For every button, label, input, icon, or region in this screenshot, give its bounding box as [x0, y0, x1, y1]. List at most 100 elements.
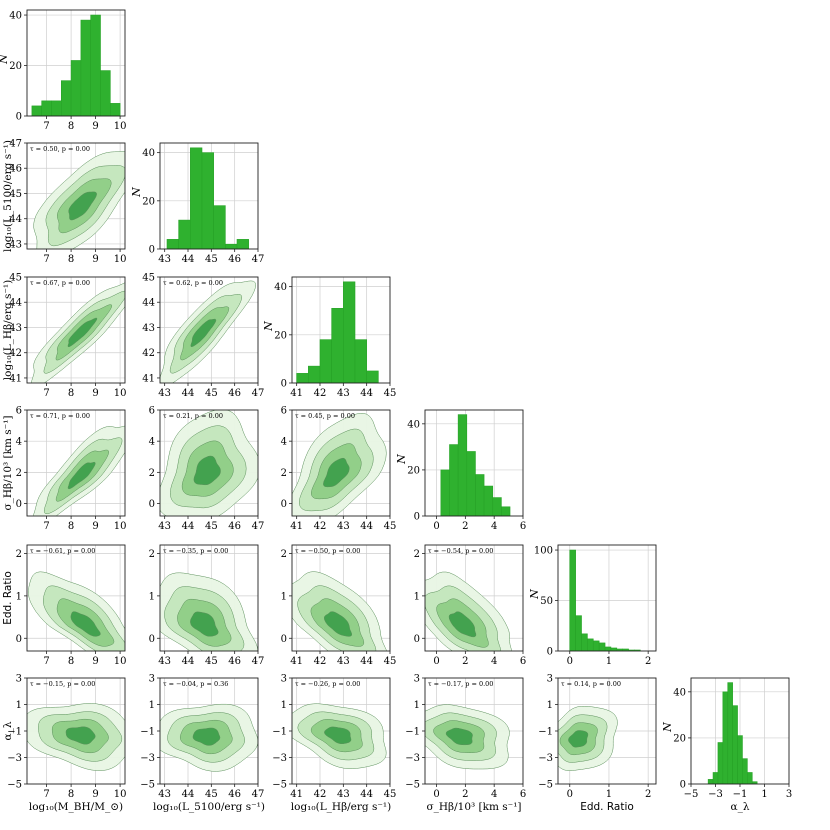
scatter-panel-r5c0-stat-annotation: τ = −0.15, p = 0.00: [30, 680, 95, 688]
scatter-panel-r3c0-ytick-label: 4: [16, 437, 22, 448]
histogram-bar: [457, 414, 468, 516]
scatter-panel-r4c1-border: [159, 544, 259, 652]
histogram-bar: [592, 640, 600, 651]
histogram-bar: [236, 239, 249, 249]
x-axis-label-5: α_λ: [731, 801, 750, 813]
histogram-bar: [213, 205, 226, 249]
scatter-panel-r5c4-xtick-label: 1: [606, 789, 612, 800]
histogram-bar: [604, 646, 612, 651]
scatter-panel-r4c3-xtick-label: 2: [462, 656, 468, 667]
scatter-panel-r2c1-xtick-label: 44: [182, 388, 195, 399]
scatter-panel-r3c0-xtick-label: 8: [68, 521, 74, 532]
scatter-panel-r4c2-xtick-label: 44: [360, 656, 373, 667]
histogram-bar: [483, 485, 494, 516]
histogram-bar: [366, 370, 379, 383]
scatter-panel-r4c3-border: [424, 544, 524, 652]
histogram-bar: [587, 638, 594, 651]
scatter-panel-r5c0-ytick-label: 3: [16, 674, 22, 685]
scatter-panel-r2c0-xtick-label: 8: [68, 388, 74, 399]
scatter-panel-r5c2-xtick-label: 41: [290, 789, 303, 800]
histogram-2-ytick-label: 20: [274, 330, 287, 341]
scatter-panel-r5c1-xtick-label: 47: [252, 789, 265, 800]
histogram-bar: [190, 147, 203, 249]
histogram-4-xtick-label: 2: [645, 656, 651, 667]
histogram-2-xtick-label: 41: [290, 388, 303, 399]
scatter-panel-r2c1-border: [159, 276, 259, 384]
scatter-panel-r3c2-xtick-label: 42: [314, 521, 327, 532]
histogram-5-ytick-label: 0: [680, 780, 686, 791]
contour-level-3: [193, 455, 221, 486]
histogram-3-ytick-label: 0: [414, 512, 420, 523]
scatter-panel-r5c3-xtick-label: 4: [491, 789, 497, 800]
scatter-panel-r3c1-xtick-label: 43: [158, 521, 171, 532]
histogram-bar: [737, 735, 743, 784]
scatter-panel-r4c0-ytick-label: 0: [16, 634, 22, 645]
scatter-panel-r5c0-ytick-label: −3: [7, 753, 22, 764]
contour-level-3: [445, 727, 473, 746]
scatter-panel-r2c1-xtick-label: 47: [252, 388, 265, 399]
histogram-bar: [80, 19, 92, 116]
scatter-panel-r2c0-xtick-label: 9: [92, 388, 98, 399]
scatter-panel-r2c0-ytick-label: 41: [9, 373, 22, 384]
histogram-bar: [60, 80, 72, 116]
histogram-bar: [610, 647, 618, 651]
histogram-4-xtick-label: 1: [606, 656, 612, 667]
scatter-panel-r5c1-stat-annotation: τ = −0.04, p = 0.36: [163, 680, 228, 688]
scatter-panel-r5c0-ytick-label: 1: [16, 700, 22, 711]
scatter-panel-r3c1-xtick-label: 44: [182, 521, 195, 532]
scatter-panel-r1c0-ytick-label: 45: [9, 189, 22, 200]
histogram-5-ylabel: N: [661, 722, 674, 733]
scatter-panel-r5c2-ytick-label: −3: [272, 753, 287, 764]
scatter-panel-r5c0-ytick-label: −5: [7, 780, 22, 791]
histogram-bar: [70, 60, 82, 116]
scatter-panel-r2c0-ytick-label: 42: [9, 348, 22, 359]
histogram-4-ylabel: N: [528, 589, 541, 600]
scatter-panel-r4c3-contours: [425, 571, 513, 651]
histogram-4-bars: [569, 549, 641, 651]
scatter-panel-r5c2-ytick-label: 1: [281, 700, 287, 711]
scatter-panel-r4c1-ytick-label: 2: [149, 549, 155, 560]
histogram-5-ytick-label: 20: [673, 733, 686, 744]
histogram-bar: [90, 14, 101, 116]
histogram-0-bars: [31, 14, 121, 116]
histogram-bar: [569, 549, 576, 651]
scatter-panel-r1c0-ytick-label: 44: [9, 214, 22, 225]
scatter-panel-r4c3-xtick-label: 0: [433, 656, 439, 667]
scatter-panel-r4c2-xtick-label: 43: [337, 656, 350, 667]
scatter-panel-r4c2-xtick-label: 42: [314, 656, 327, 667]
histogram-3-bars: [440, 414, 511, 516]
histogram-2-ytick-label: 40: [274, 282, 287, 293]
scatter-panel-r3c2-ytick-label: 2: [281, 468, 287, 479]
histogram-bar: [501, 506, 511, 516]
scatter-panel-r3c0-ytick-label: 2: [16, 468, 22, 479]
scatter-panel-r5c2-ytick-label: −1: [272, 727, 287, 738]
contour-level-3: [67, 461, 96, 490]
contour-level-3: [67, 317, 98, 348]
histogram-bar: [51, 100, 62, 116]
scatter-panel-r5c3-stat-annotation: τ = −0.17, p = 0.00: [428, 680, 493, 688]
scatter-panel-r5c4-ytick-label: −1: [538, 727, 553, 738]
y-axis-label-4: Edd. Ratio: [2, 571, 14, 625]
scatter-panel-r4c0-xtick-label: 9: [92, 656, 98, 667]
histogram-1-xtick-label: 46: [228, 254, 241, 265]
scatter-panel-r4c0-xtick-label: 10: [114, 656, 127, 667]
histogram-0-xtick-label: 9: [92, 121, 98, 132]
scatter-panel-r3c1-ytick-label: 0: [149, 499, 155, 510]
scatter-panel-r4c3-xtick-label: 6: [520, 656, 526, 667]
histogram-bar: [634, 649, 641, 651]
scatter-panel-r2c1-ytick-label: 41: [142, 373, 155, 384]
scatter-panel-r1c0-ytick-label: 46: [9, 164, 22, 175]
scatter-panel-r5c1-ytick-label: −5: [140, 780, 155, 791]
scatter-panel-r4c1-xtick-label: 45: [205, 656, 218, 667]
scatter-panel-r5c1-ytick-label: 3: [149, 674, 155, 685]
scatter-panel-r3c1-stat-annotation: τ = 0.21, p = 0.00: [163, 412, 223, 420]
scatter-panel-r4c1-ytick-label: 0: [149, 634, 155, 645]
histogram-4-ytick-label: 100: [534, 546, 553, 557]
histogram-4-ytick-label: 50: [540, 596, 553, 607]
scatter-panel-r3c0-xtick-label: 10: [114, 521, 127, 532]
histogram-bar: [100, 70, 111, 116]
scatter-panel-r3c1-ytick-label: 2: [149, 468, 155, 479]
y-axis-label-2: log₁₀(L_Hβ/erg s⁻¹): [2, 280, 14, 380]
histogram-3-xtick-label: 4: [491, 521, 497, 532]
histogram-4-ytick-label: 0: [547, 647, 553, 658]
